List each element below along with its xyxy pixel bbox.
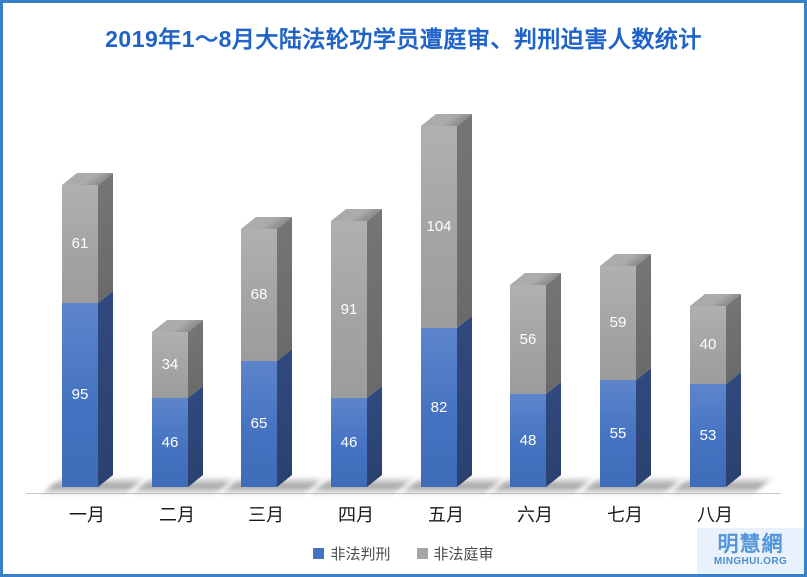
- legend-label: 非法庭审: [433, 546, 494, 563]
- minghui-logo-en: MINGHUI.ORG: [713, 556, 788, 567]
- bar-segment-tried-side: [98, 172, 113, 303]
- bar-segment-tried: [152, 332, 188, 398]
- legend-item-tried: 非法庭审: [416, 543, 494, 564]
- bar-segment-sentenced: [331, 398, 367, 487]
- data-label-sentenced: 82: [430, 398, 448, 416]
- legend-label: 非法判刑: [330, 546, 391, 563]
- minghui-watermark: 明慧網 MINGHUI.ORG: [697, 528, 804, 574]
- data-label-tried: 61: [71, 235, 89, 252]
- bar-segment-tried: [510, 285, 546, 394]
- bar-segment-sentenced-side: [188, 385, 203, 487]
- bar-segment-tried-side: [277, 216, 292, 361]
- x-axis-label: 四月: [338, 505, 374, 525]
- bar-segment-tried: [241, 229, 277, 361]
- bar-segment-sentenced-side: [726, 371, 741, 487]
- bar-segment-sentenced: [241, 361, 277, 487]
- x-axis-label: 三月: [248, 505, 284, 525]
- bar-segment-sentenced: [690, 384, 726, 487]
- data-label-tried: 59: [609, 314, 627, 331]
- bar-segment-tried: [331, 221, 367, 398]
- bar-segment-tried: [421, 126, 457, 328]
- bar-segment-sentenced-side: [98, 290, 113, 487]
- data-label-tried: 56: [519, 330, 537, 348]
- data-label-sentenced: 46: [161, 433, 179, 451]
- chart-title: 2019年1～8月大陆法轮功学员遭庭审、判刑迫害人数统计: [105, 26, 702, 52]
- data-label-tried: 91: [340, 300, 358, 318]
- bar-segment-sentenced: [421, 328, 457, 487]
- bar-segment-sentenced-side: [546, 381, 561, 487]
- data-label-tried: 40: [699, 336, 717, 353]
- data-label-sentenced: 65: [250, 415, 268, 432]
- bar-segment-tried-side: [546, 272, 561, 394]
- bar-segment-tried: [62, 185, 98, 303]
- x-axis-label: 二月: [159, 505, 195, 525]
- x-axis-label: 六月: [517, 505, 553, 525]
- legend: 非法判刑 非法庭审: [0, 543, 807, 564]
- bar-segment-sentenced: [510, 394, 546, 487]
- bar-segment-tried: [600, 266, 636, 380]
- data-label-tried: 34: [161, 356, 179, 373]
- bar-segment-sentenced-side: [457, 315, 472, 487]
- bar-segment-sentenced: [600, 380, 636, 487]
- bar-segment-tried: [690, 306, 726, 384]
- data-label-sentenced: 48: [519, 431, 537, 449]
- data-label-sentenced: 95: [71, 386, 89, 403]
- data-label-tried: 104: [426, 218, 452, 235]
- legend-swatch-blue-icon: [313, 548, 325, 559]
- bar-segment-sentenced-side: [367, 385, 382, 487]
- minghui-logo-cn: 明慧網: [717, 533, 784, 556]
- bar-segment-sentenced: [62, 303, 98, 487]
- x-axis-line: [26, 493, 781, 494]
- bar-segment-sentenced-side: [636, 367, 651, 487]
- bar-segment-tried-side: [457, 113, 472, 329]
- bar-segment-tried-side: [188, 319, 203, 398]
- legend-item-sentenced: 非法判刑: [313, 543, 391, 564]
- data-label-tried: 68: [250, 286, 268, 303]
- data-label-sentenced: 55: [609, 424, 627, 442]
- legend-swatch-gray-icon: [416, 548, 428, 559]
- bar-segment-tried-side: [636, 253, 651, 380]
- data-label-sentenced: 46: [340, 433, 358, 451]
- x-axis-label: 七月: [607, 505, 643, 525]
- bar-segment-tried-side: [367, 208, 382, 398]
- data-label-sentenced: 53: [699, 426, 717, 444]
- x-axis-label: 八月: [697, 505, 733, 525]
- bar-segment-sentenced: [152, 398, 188, 487]
- bar-segment-sentenced-side: [277, 348, 292, 487]
- x-axis-label: 五月: [428, 505, 464, 525]
- x-axis-label: 一月: [69, 505, 105, 525]
- bar-segment-tried-side: [726, 293, 741, 384]
